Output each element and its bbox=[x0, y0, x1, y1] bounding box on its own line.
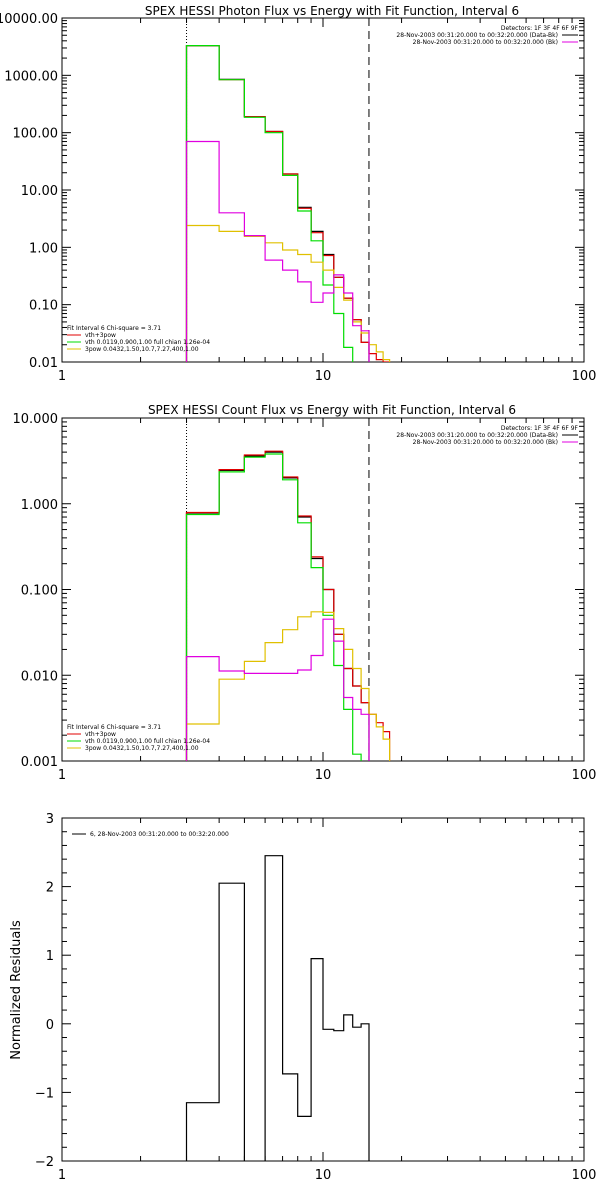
residuals-x-tick-label: 1 bbox=[58, 1168, 66, 1183]
photon-flux-x-tick-label: 1 bbox=[58, 369, 66, 384]
photon-flux-plot-frame bbox=[61, 17, 585, 363]
count-flux-x-tick-label: 100 bbox=[572, 768, 597, 783]
photon-flux-series-curve-4 bbox=[185, 140, 370, 362]
residuals-legend-entry: 6, 28-Nov-2003 00:31:20.000 to 00:32:20.… bbox=[90, 831, 229, 838]
photon-flux-y-tick-label: 1000.00 bbox=[4, 69, 58, 84]
photon-flux-y-tick-label: 1.00 bbox=[29, 241, 58, 256]
count-flux-x-tick-label: 1 bbox=[58, 768, 66, 783]
photon-flux-title: SPEX HESSI Photon Flux vs Energy with Fi… bbox=[145, 4, 519, 18]
count-flux-fit-legend-header: Fit Interval 6 Chi-square = 3.71 bbox=[67, 724, 161, 731]
residuals-y-tick-label: 1 bbox=[46, 949, 54, 964]
count-flux-fit-legend-entry: 3pow 0.0432,1.50,10.7,7.27,400,1.00 bbox=[85, 745, 199, 752]
photon-flux-y-tick-label: 10.00 bbox=[21, 184, 58, 199]
count-flux-x-tick-label: 10 bbox=[315, 768, 332, 783]
residuals-y-tick-label: 0 bbox=[46, 1018, 54, 1033]
residuals-y-tick-label: 2 bbox=[46, 881, 54, 896]
residuals-series-curve-0 bbox=[185, 855, 370, 1161]
count-flux-y-tick-label: 0.010 bbox=[21, 669, 58, 684]
photon-flux-legend-top-right-text: Detectors: 1F 3F 4F 6F 9F bbox=[501, 25, 579, 32]
residuals-x-tick-label: 100 bbox=[572, 1168, 597, 1183]
photon-flux-series-3pow bbox=[185, 224, 391, 362]
photon-flux-x-tick-label: 10 bbox=[315, 369, 332, 384]
count-flux-series-vth-3pow bbox=[185, 450, 391, 761]
count-flux-y-tick-label: 0.100 bbox=[21, 584, 58, 599]
count-flux-series-3pow bbox=[185, 611, 391, 761]
residuals-y-tick-label: −2 bbox=[35, 1155, 54, 1170]
count-flux-y-tick-label: 0.001 bbox=[21, 755, 58, 770]
photon-flux-series-curve-0 bbox=[185, 45, 370, 362]
count-flux-fit-legend-entry: vth+3pow bbox=[85, 731, 116, 738]
photon-flux-fit-legend-entry: vth 0.0119,0.900,1.00 full chian 1.26e-0… bbox=[85, 339, 210, 346]
residuals-x-tick-label: 10 bbox=[315, 1168, 332, 1183]
photon-flux-legend-top-right-text: 28-Nov-2003 00:31:20.000 to 00:32:20.000… bbox=[396, 32, 558, 39]
count-flux-series-vth bbox=[185, 453, 362, 761]
count-flux-series-curve-0 bbox=[185, 451, 370, 761]
photon-flux-y-tick-label: 0.10 bbox=[29, 299, 58, 314]
count-flux-fit-legend-entry: vth 0.0119,0.900,1.00 full chian 1.26e-0… bbox=[85, 738, 210, 745]
photon-flux-panel: SPEX HESSI Photon Flux vs Energy with Fi… bbox=[0, 4, 596, 384]
residuals-y-axis-label: Normalized Residuals bbox=[9, 920, 24, 1060]
count-flux-title: SPEX HESSI Count Flux vs Energy with Fit… bbox=[148, 403, 516, 417]
count-flux-y-tick-label: 1.000 bbox=[21, 498, 58, 513]
count-flux-y-tick-label: 10.000 bbox=[13, 412, 59, 427]
photon-flux-legend-top-right-text: 28-Nov-2003 00:31:20.000 to 00:32:20.000… bbox=[413, 39, 558, 46]
residuals-y-tick-label: −1 bbox=[35, 1086, 54, 1101]
photon-flux-y-tick-label: 10000.00 bbox=[0, 12, 58, 27]
residuals-y-tick-label: 3 bbox=[46, 812, 54, 827]
photon-flux-y-tick-label: 100.00 bbox=[13, 127, 59, 142]
photon-flux-x-tick-label: 100 bbox=[572, 369, 597, 384]
photon-flux-fit-legend-entry: vth+3pow bbox=[85, 332, 116, 339]
photon-flux-fit-legend-header: Fit Interval 6 Chi-square = 3.71 bbox=[67, 325, 161, 332]
count-flux-legend-top-right-text: Detectors: 1F 3F 4F 6F 9F bbox=[501, 425, 579, 432]
photon-flux-fit-legend-entry: 3pow 0.0432,1.50,10.7,7.27,400,1.00 bbox=[85, 346, 199, 353]
count-flux-series-curve-4 bbox=[185, 618, 370, 761]
photon-flux-series-vth-3pow bbox=[185, 45, 391, 362]
photon-flux-y-tick-label: 0.01 bbox=[29, 356, 58, 371]
count-flux-legend-top-right-text: 28-Nov-2003 00:31:20.000 to 00:32:20.000… bbox=[413, 439, 558, 446]
count-flux-panel: SPEX HESSI Count Flux vs Energy with Fit… bbox=[13, 403, 597, 783]
photon-flux-series-vth bbox=[185, 45, 354, 362]
count-flux-legend-top-right-text: 28-Nov-2003 00:31:20.000 to 00:32:20.000… bbox=[396, 432, 558, 439]
